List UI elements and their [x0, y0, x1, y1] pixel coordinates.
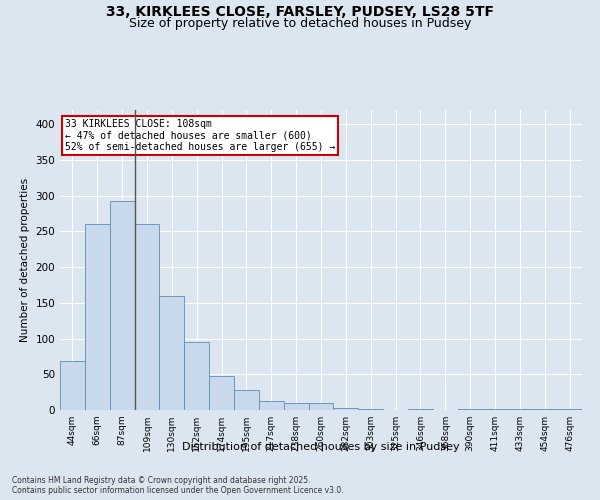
Bar	[557, 408, 582, 410]
Bar	[358, 408, 383, 410]
Bar	[284, 403, 308, 410]
Y-axis label: Number of detached properties: Number of detached properties	[20, 178, 30, 342]
Bar	[234, 390, 259, 410]
Bar	[209, 376, 234, 410]
Bar	[334, 408, 358, 410]
Bar	[134, 224, 160, 410]
Bar	[160, 296, 184, 410]
Bar	[60, 362, 85, 410]
Bar	[482, 408, 508, 410]
Bar	[532, 408, 557, 410]
Text: Size of property relative to detached houses in Pudsey: Size of property relative to detached ho…	[129, 18, 471, 30]
Text: Contains HM Land Registry data © Crown copyright and database right 2025.
Contai: Contains HM Land Registry data © Crown c…	[12, 476, 344, 495]
Text: 33, KIRKLEES CLOSE, FARSLEY, PUDSEY, LS28 5TF: 33, KIRKLEES CLOSE, FARSLEY, PUDSEY, LS2…	[106, 5, 494, 19]
Bar	[259, 402, 284, 410]
Bar	[184, 342, 209, 410]
Bar	[508, 408, 532, 410]
Text: Distribution of detached houses by size in Pudsey: Distribution of detached houses by size …	[182, 442, 460, 452]
Bar	[458, 408, 482, 410]
Bar	[308, 403, 334, 410]
Text: 33 KIRKLEES CLOSE: 108sqm
← 47% of detached houses are smaller (600)
52% of semi: 33 KIRKLEES CLOSE: 108sqm ← 47% of detac…	[65, 119, 335, 152]
Bar	[85, 224, 110, 410]
Bar	[110, 200, 134, 410]
Bar	[408, 408, 433, 410]
